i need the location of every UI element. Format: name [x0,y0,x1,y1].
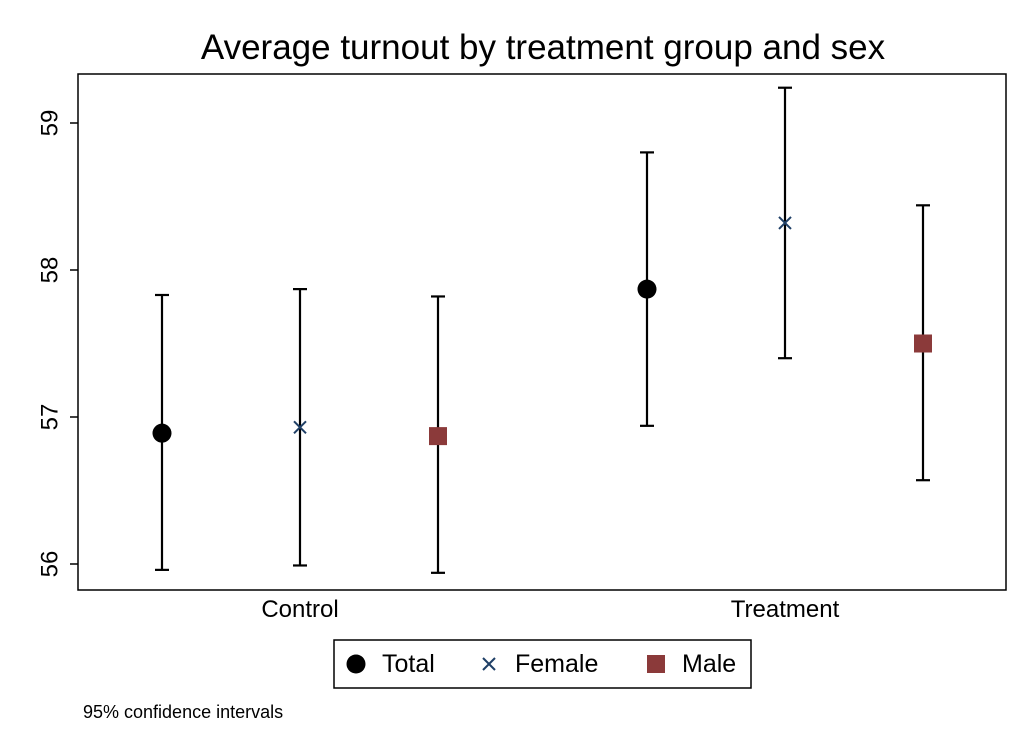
x-marker-stroke [778,216,792,230]
point-male [914,334,932,353]
data-marks [152,86,932,574]
point-female [778,216,792,230]
confidence-note: 95% confidence intervals [83,702,284,722]
y-tick-label: 58 [37,257,64,284]
legend-symbol-x [482,657,496,671]
x-axis: Control Treatment [261,596,839,623]
legend-box [333,639,752,689]
point-total [637,279,657,299]
x-category-label: Control [261,596,338,623]
y-tick-label: 57 [37,404,64,431]
legend-label: Female [515,650,598,678]
y-axis: 56 57 58 59 [37,110,78,578]
chart-title: Average turnout by treatment group and s… [200,28,886,67]
legend-symbol-square [647,655,665,673]
y-tick-label: 56 [37,551,64,578]
x-category-label: Treatment [731,596,840,623]
legend-item-male: Male [647,650,736,678]
point-total [152,423,172,443]
x-marker-stroke [293,420,307,434]
plot-frame [77,73,1007,591]
point-male [429,427,447,446]
legend-item-female: Female [482,650,598,678]
legend-label: Male [682,650,736,678]
legend-item-total: Total [346,650,435,678]
point-female [293,420,307,434]
legend-symbol-circle [346,654,366,674]
y-tick-label: 59 [37,110,64,137]
legend: Total Female Male [333,639,752,689]
legend-label: Total [382,650,435,678]
